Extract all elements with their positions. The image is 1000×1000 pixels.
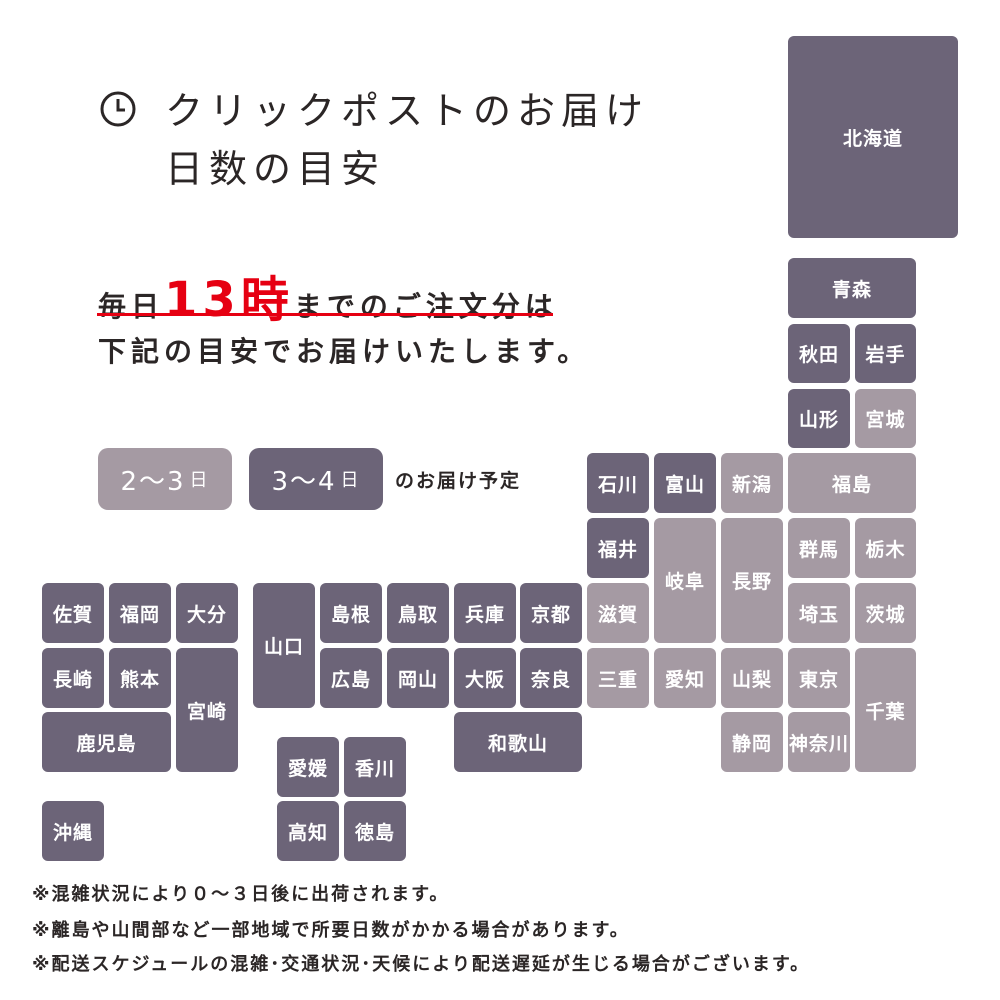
- prefecture-9: 福島: [788, 453, 916, 513]
- page-title: クリックポストのお届け 日数の目安: [165, 82, 649, 198]
- note-2: ※離島や山間部など一部地域で所要日数がかかる場合があります。: [32, 920, 630, 941]
- lead-line1: 毎日13時までのご注文分は: [98, 260, 558, 330]
- prefecture-32: 奈良: [520, 648, 582, 708]
- prefecture-0: 北海道: [788, 36, 958, 238]
- prefecture-28: 宮崎: [176, 648, 238, 772]
- prefecture-13: 群馬: [788, 518, 850, 578]
- prefecture-8: 新潟: [721, 453, 783, 513]
- lead-post: までのご注文分は: [293, 290, 558, 323]
- prefecture-44: 高知: [277, 801, 339, 861]
- prefecture-20: 大分: [176, 583, 238, 643]
- prefecture-14: 栃木: [855, 518, 916, 578]
- lead-pre: 毎日: [98, 290, 165, 323]
- legend-caption: のお届け予定: [395, 470, 522, 492]
- prefecture-24: 兵庫: [454, 583, 516, 643]
- prefecture-29: 広島: [320, 648, 382, 708]
- title-line2: 日数の目安: [165, 147, 386, 191]
- prefecture-12: 長野: [721, 518, 783, 643]
- prefecture-43: 香川: [344, 737, 406, 797]
- prefecture-25: 京都: [520, 583, 582, 643]
- prefecture-18: 佐賀: [42, 583, 104, 643]
- prefecture-34: 愛知: [654, 648, 716, 708]
- note-1: ※混雑状況により０～３日後に出荷されます。: [32, 884, 450, 905]
- prefecture-1: 青森: [788, 258, 916, 318]
- prefecture-42: 愛媛: [277, 737, 339, 797]
- legend-slow: 3～4 日: [249, 448, 383, 510]
- note-3: ※配送スケジュールの混雑･交通状況･天候により配送遅延が生じる場合がございます。: [32, 954, 811, 975]
- legend-fast: 2～3 日: [98, 448, 232, 510]
- prefecture-26: 長崎: [42, 648, 104, 708]
- prefecture-40: 静岡: [721, 712, 783, 772]
- prefecture-15: 滋賀: [587, 583, 649, 643]
- prefecture-10: 福井: [587, 518, 649, 578]
- prefecture-16: 埼玉: [788, 583, 850, 643]
- prefecture-5: 宮城: [855, 389, 916, 448]
- prefecture-37: 千葉: [855, 648, 916, 772]
- clock-icon: [100, 91, 136, 127]
- prefecture-36: 東京: [788, 648, 850, 708]
- red-underline: [97, 313, 553, 316]
- prefecture-6: 石川: [587, 453, 649, 513]
- prefecture-45: 徳島: [344, 801, 406, 861]
- title-line1: クリックポストのお届け: [165, 89, 650, 133]
- prefecture-23: 鳥取: [387, 583, 449, 643]
- prefecture-22: 島根: [320, 583, 382, 643]
- prefecture-31: 大阪: [454, 648, 516, 708]
- prefecture-30: 岡山: [387, 648, 449, 708]
- prefecture-38: 鹿児島: [42, 712, 171, 772]
- prefecture-11: 岐阜: [654, 518, 716, 643]
- prefecture-33: 三重: [587, 648, 649, 708]
- prefecture-21: 山口: [253, 583, 315, 708]
- prefecture-41: 神奈川: [788, 712, 850, 772]
- cutoff-time: 13時: [164, 272, 294, 328]
- prefecture-19: 福岡: [109, 583, 171, 643]
- prefecture-39: 和歌山: [454, 712, 582, 772]
- prefecture-7: 富山: [654, 453, 716, 513]
- prefecture-27: 熊本: [109, 648, 171, 708]
- prefecture-3: 岩手: [855, 324, 916, 383]
- prefecture-4: 山形: [788, 389, 850, 448]
- prefecture-17: 茨城: [855, 583, 916, 643]
- prefecture-35: 山梨: [721, 648, 783, 708]
- prefecture-2: 秋田: [788, 324, 850, 383]
- lead-line2: 下記の目安でお届けいたします。: [98, 335, 591, 368]
- prefecture-46: 沖縄: [42, 801, 104, 861]
